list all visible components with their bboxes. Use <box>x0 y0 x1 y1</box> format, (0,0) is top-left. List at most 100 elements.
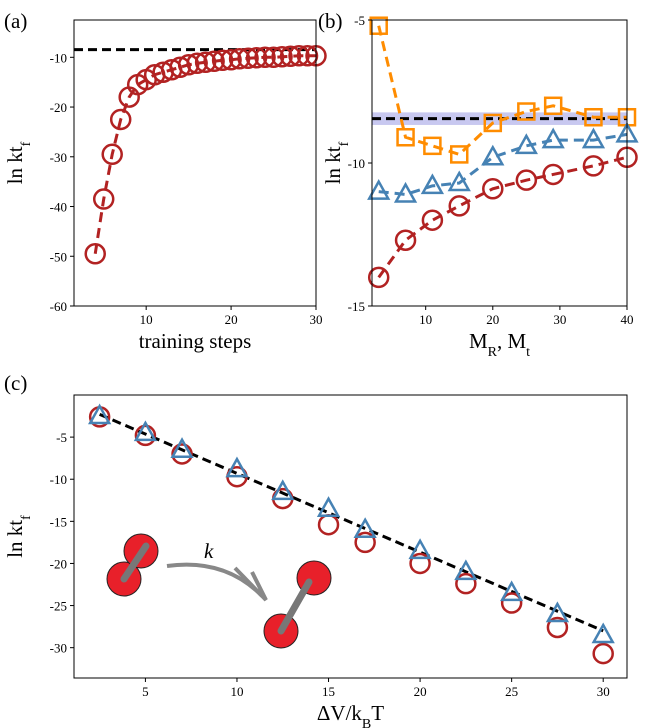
marker <box>92 188 115 210</box>
label-sub: f <box>19 515 34 520</box>
label-part: ΔV/k <box>317 701 363 725</box>
label-part: ln kt <box>321 146 345 184</box>
bond <box>120 542 150 583</box>
marker <box>369 16 388 35</box>
x-tick-label: 10 <box>230 684 243 699</box>
marker <box>317 513 340 536</box>
marker <box>482 177 504 200</box>
panel-label: (c) <box>4 371 27 395</box>
y-tick-label: -30 <box>50 150 67 165</box>
series-line <box>377 155 627 279</box>
marker <box>228 48 251 70</box>
marker <box>584 107 603 127</box>
panel: 10 20 30 40 -5 -10 -15 (b) MR, Mt ln ktf <box>318 9 639 360</box>
arrow-head <box>233 566 268 602</box>
x-tick-label: 30 <box>553 312 566 327</box>
marker <box>546 616 569 639</box>
marker <box>454 559 478 581</box>
marker <box>581 127 606 149</box>
marker <box>500 592 523 614</box>
y-tick-label: -20 <box>50 556 67 571</box>
label-sub: f <box>19 141 34 146</box>
label-sub: B <box>362 717 371 728</box>
marker <box>186 52 208 75</box>
x-tick-label: 30 <box>310 312 323 327</box>
label-part: M <box>469 329 488 353</box>
y-tick-label: -5 <box>56 430 67 445</box>
axis-label: ΔV/kBT <box>317 701 384 728</box>
marker <box>84 243 106 265</box>
x-tick-label: 10 <box>419 312 432 327</box>
y-tick-label: -15 <box>50 514 67 529</box>
axis-label: ln ktf <box>3 515 34 558</box>
label-part: ln kt <box>3 520 27 558</box>
label-sub: f <box>337 141 352 146</box>
x-tick-label: 10 <box>140 312 153 327</box>
plot-frame <box>73 394 628 679</box>
marker <box>423 136 442 156</box>
label-sub: t <box>526 345 530 360</box>
marker <box>194 51 217 74</box>
series-line <box>377 25 627 157</box>
marker <box>409 552 431 575</box>
marker <box>542 163 564 186</box>
bond <box>277 578 313 635</box>
x-tick-label: 20 <box>486 312 499 327</box>
y-tick-label: -40 <box>50 200 67 215</box>
marker <box>101 143 123 166</box>
x-tick-label: 40 <box>621 312 634 327</box>
y-tick-label: -15 <box>348 299 365 314</box>
y-tick-label: -25 <box>50 599 67 614</box>
axis-label: training steps <box>139 329 252 353</box>
x-tick-label: 20 <box>225 312 238 327</box>
y-tick-label: -60 <box>50 299 67 314</box>
y-tick-label: -10 <box>348 156 365 171</box>
marker <box>354 531 376 554</box>
marker <box>448 195 470 217</box>
plot-area <box>372 25 627 279</box>
marker <box>591 622 615 644</box>
label-part: ln kt <box>3 146 27 184</box>
marker <box>88 403 112 425</box>
marker <box>517 102 536 121</box>
x-tick-label: 30 <box>597 684 610 699</box>
panel: 5 10 15 20 25 30-5-10-15-20-25-30(c)ΔV/kBTln … <box>3 371 628 728</box>
marker <box>481 144 505 166</box>
marker <box>245 47 268 69</box>
panel: 10 20 30 -10 -20 -30 -40 -50 -60 (a) training step… <box>3 9 327 353</box>
plot-frame <box>73 19 317 307</box>
marker <box>203 50 225 73</box>
marker <box>483 113 503 133</box>
marker <box>455 572 477 595</box>
y-tick-label: -5 <box>354 13 365 28</box>
marker <box>220 49 242 71</box>
marker <box>316 496 341 517</box>
plot-frame <box>371 19 628 307</box>
x-tick-label: 15 <box>322 684 335 699</box>
rate-label: k <box>204 539 214 563</box>
series-line <box>378 132 627 196</box>
label-part: T <box>371 701 384 725</box>
marker <box>582 155 605 177</box>
label-sub: R <box>488 345 498 360</box>
y-tick-label: -50 <box>50 249 67 264</box>
marker <box>367 179 391 200</box>
marker <box>133 420 158 442</box>
panel-label: (b) <box>318 9 343 33</box>
marker <box>177 54 200 76</box>
marker <box>408 538 432 560</box>
marker <box>279 45 302 68</box>
marker <box>500 580 524 602</box>
marker <box>367 266 390 289</box>
marker <box>211 49 234 72</box>
axis-label: MR, Mt <box>469 329 530 360</box>
y-tick-label: -30 <box>50 641 67 656</box>
molecules: k <box>106 533 332 649</box>
y-tick-label: -10 <box>50 50 67 65</box>
marker <box>134 424 157 447</box>
marker <box>170 437 194 458</box>
x-tick-label: 5 <box>142 684 149 699</box>
marker <box>541 127 565 149</box>
marker <box>515 169 538 191</box>
marker <box>545 601 570 623</box>
